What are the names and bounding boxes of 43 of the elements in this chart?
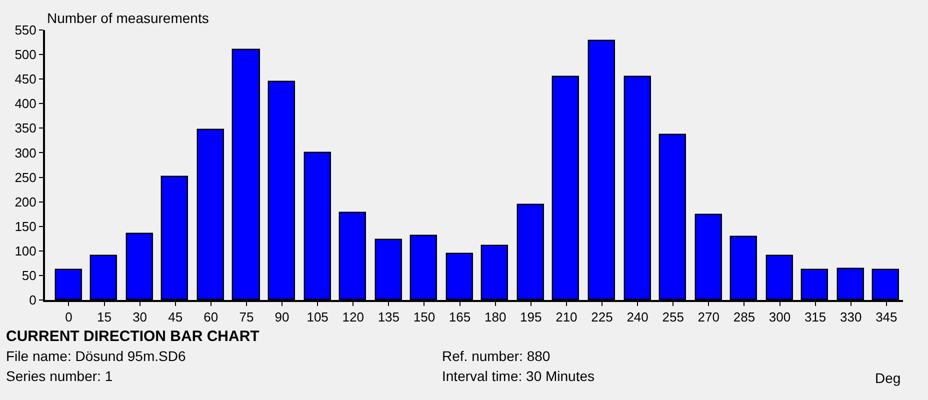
y-tick-label: 100 [14,243,36,258]
text: Interval time: 30 Minutes [442,368,595,384]
y-tick-label: 350 [14,120,36,136]
x-tick-label: 135 [378,310,400,325]
x-tick-label: 150 [413,310,436,325]
x-tick-label: 60 [204,310,218,325]
x-tick-label: 30 [132,310,148,325]
y-tick-label: 300 [14,145,36,160]
y-tick-label: 450 [14,72,36,87]
x-tick-label: 105 [306,310,328,325]
y-axis-title: Number of measurements [47,10,209,26]
y-tick-label: 550 [14,22,36,38]
x-tick-label: 90 [274,310,290,325]
x-tick-label: 225 [591,310,613,325]
y-tick-label: 500 [14,47,36,62]
x-tick-label: 345 [876,310,898,325]
x-tick-label: 180 [484,310,506,325]
text: Series number: 1 [6,368,113,384]
text: CURRENT DIRECTION BAR CHART [6,328,260,345]
x-tick-label: 240 [626,310,648,325]
x-tick-label: 255 [662,310,684,325]
x-tick-label: 270 [698,310,720,325]
x-tick-label: 285 [733,310,756,325]
x-tick-label: 210 [556,310,578,325]
x-axis-title: Deg [875,370,901,386]
x-tick-label: 165 [448,310,471,325]
y-tick-label: 200 [14,194,36,210]
x-tick-label: 300 [768,310,791,325]
y-tick-label: 250 [14,170,36,185]
y-tick-label: 0 [29,292,36,308]
x-tick-label: 330 [840,310,862,325]
x-tick-label: 120 [342,310,364,325]
x-tick-label: 45 [168,310,183,325]
x-tick-label: 315 [804,310,826,325]
text: File name: Dösund 95m.SD6 [6,348,186,364]
x-tick-label: 195 [520,310,542,325]
x-tick-label: 0 [65,310,72,325]
x-tick-label: 15 [97,310,112,325]
x-tick-label: 75 [239,310,254,325]
text: Ref. number: 880 [442,348,550,364]
y-tick-label: 150 [14,218,36,234]
y-tick-label: 400 [14,96,36,112]
y-tick-label: 50 [22,268,36,283]
